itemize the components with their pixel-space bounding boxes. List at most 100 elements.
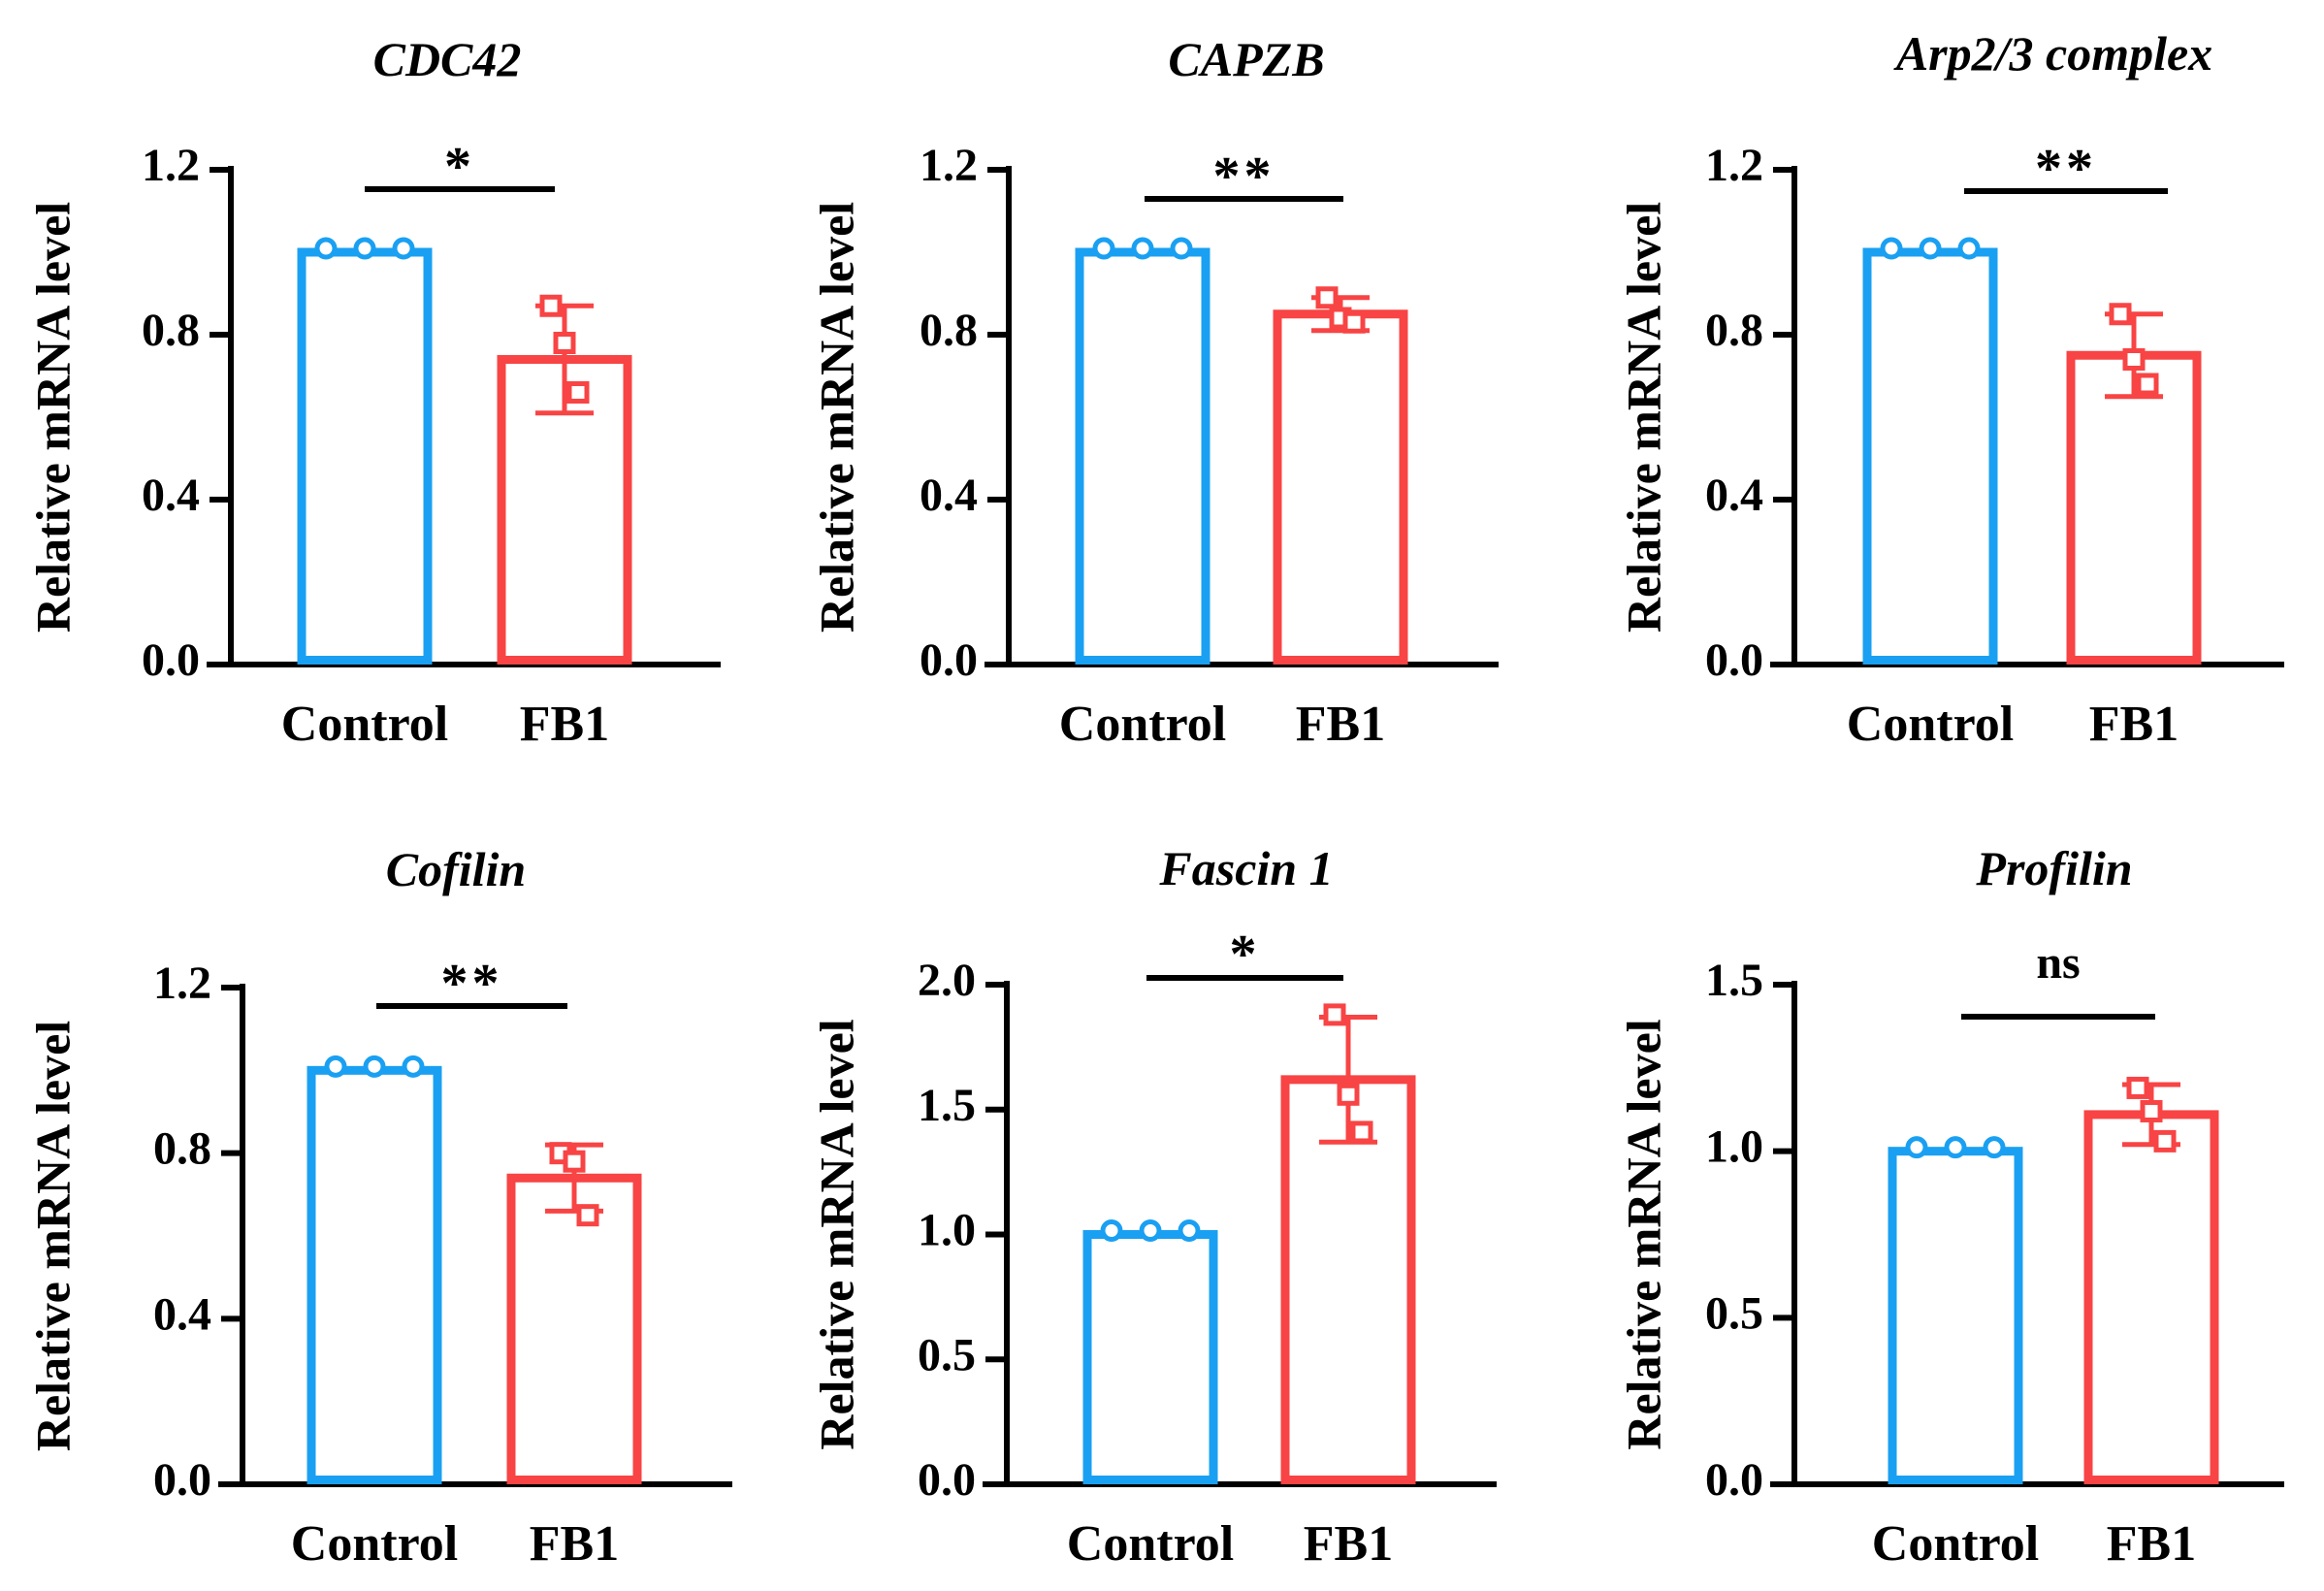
- chart-title: Fascin 1: [1158, 841, 1333, 895]
- data-point: [1178, 1219, 1201, 1242]
- data-point: [1100, 1219, 1123, 1242]
- chart-panel-1: CDC42 Relative mRNA level 0.0 0.4 0.8 1.2 Cont…: [25, 32, 721, 752]
- y-axis-label: Relative mRNA level: [25, 1021, 80, 1451]
- data-point: [563, 1150, 586, 1173]
- bar-control: [297, 247, 433, 665]
- x-tick-label: Control: [1872, 1516, 2039, 1572]
- data-point: [2153, 1129, 2177, 1153]
- y-tick-label: 0.8: [920, 305, 978, 356]
- data-point: [2136, 373, 2159, 396]
- significance-label: *: [1230, 925, 1261, 985]
- chart-title: Cofilin: [386, 842, 526, 896]
- data-point: [402, 1055, 425, 1078]
- data-point: [1905, 1136, 1928, 1159]
- data-point: [363, 1055, 386, 1078]
- data-point: [1323, 1003, 1346, 1026]
- y-tick-label: 0.0: [918, 1454, 976, 1506]
- y-tick-label: 0.4: [142, 470, 200, 521]
- significance-label: **: [1213, 146, 1275, 207]
- data-point: [392, 237, 415, 260]
- y-tick-label: 0.0: [920, 634, 978, 686]
- y-tick-label: 1.5: [918, 1080, 976, 1131]
- bar-fb1: [2083, 1110, 2219, 1485]
- bar-fb1: [1273, 309, 1408, 665]
- x-tick-label: Control: [1059, 697, 1226, 752]
- y-tick-label: 0.8: [1705, 305, 1763, 356]
- y-tick-label: 1.0: [918, 1205, 976, 1256]
- bar-control: [1862, 247, 1998, 665]
- bar-control: [1082, 1230, 1218, 1484]
- x-tick-label: FB1: [520, 697, 609, 752]
- data-point: [1919, 237, 1942, 260]
- chart-title: CDC42: [373, 32, 522, 86]
- data-point: [553, 332, 576, 354]
- data-point: [1983, 1136, 2006, 1159]
- y-tick-label: 1.2: [1705, 140, 1763, 191]
- data-point: [2140, 1099, 2163, 1122]
- significance-label: **: [2035, 139, 2097, 199]
- data-point: [576, 1204, 599, 1227]
- x-tick-label: Control: [1847, 697, 2014, 752]
- data-point: [1880, 237, 1903, 260]
- bar-fb1: [2066, 350, 2202, 665]
- y-tick-label: 1.5: [1705, 955, 1763, 1006]
- x-tick-label: Control: [281, 697, 448, 752]
- y-axis-label: Relative mRNA level: [25, 202, 80, 633]
- y-axis-label: Relative mRNA level: [1616, 202, 1670, 633]
- y-tick-label: 2.0: [918, 955, 976, 1006]
- bar-fb1: [506, 1173, 642, 1485]
- y-tick-label: 0.8: [142, 305, 200, 356]
- data-point: [1944, 1136, 1967, 1159]
- y-tick-label: 0.0: [153, 1454, 211, 1506]
- data-point: [2126, 1076, 2149, 1099]
- bar-control: [1075, 247, 1210, 665]
- chart-title: Arp2/3 complex: [1893, 26, 2212, 81]
- chart-panel-3: Arp2/3 complex Relative mRNA level 0.0 0.4 0…: [1616, 26, 2284, 752]
- y-tick-label: 0.5: [1705, 1287, 1763, 1339]
- x-tick-label: FB1: [2089, 697, 2179, 752]
- data-point: [2109, 303, 2132, 326]
- x-tick-label: FB1: [530, 1516, 619, 1572]
- chart-title: Profilin: [1975, 841, 2132, 895]
- data-point: [566, 381, 590, 404]
- data-point: [324, 1055, 347, 1078]
- x-tick-label: FB1: [1296, 697, 1385, 752]
- y-tick-label: 0.4: [920, 470, 978, 521]
- data-point: [353, 237, 376, 260]
- y-tick-label: 0.5: [918, 1329, 976, 1380]
- data-point: [1957, 237, 1981, 260]
- y-axis-label: Relative mRNA level: [809, 202, 863, 633]
- data-point: [1350, 1120, 1373, 1144]
- y-tick-label: 0.0: [142, 634, 200, 686]
- y-axis-label: Relative mRNA level: [809, 1019, 863, 1449]
- chart-panel-5: Fascin 1 Relative mRNA level 0.0 0.5 1.0 1.5 2…: [809, 841, 1497, 1572]
- y-tick-label: 0.4: [153, 1288, 211, 1340]
- y-tick-label: 0.8: [153, 1123, 211, 1175]
- chart-panel-2: CAPZB Relative mRNA level 0.0 0.4 0.8 1.2 Cont…: [809, 32, 1499, 752]
- data-point: [1342, 310, 1366, 334]
- y-axis-label: Relative mRNA level: [1616, 1019, 1670, 1449]
- y-tick-label: 1.2: [153, 958, 211, 1009]
- bar-control: [1888, 1147, 2023, 1484]
- chart-title: CAPZB: [1168, 32, 1324, 86]
- chart-panel-4: Cofilin Relative mRNA level 0.0 0.4 0.8 1.2 Co…: [25, 842, 732, 1572]
- data-point: [1315, 286, 1339, 309]
- x-tick-label: FB1: [2107, 1516, 2196, 1572]
- data-point: [539, 294, 563, 317]
- y-tick-label: 0.4: [1705, 470, 1763, 521]
- data-point: [1139, 1219, 1162, 1242]
- chart-panel-6: Profilin Relative mRNA level 0.0 0.5 1.0 1.5 C…: [1616, 841, 2284, 1572]
- y-tick-label: 0.0: [1705, 634, 1763, 686]
- y-tick-label: 1.0: [1705, 1121, 1763, 1173]
- x-tick-label: Control: [1067, 1516, 1234, 1572]
- bar-control: [307, 1065, 442, 1485]
- y-tick-label: 1.2: [920, 140, 978, 191]
- significance-label: **: [441, 954, 503, 1014]
- y-tick-label: 0.0: [1705, 1454, 1763, 1506]
- x-tick-label: Control: [291, 1516, 458, 1572]
- data-point: [314, 237, 338, 260]
- data-point: [1170, 237, 1193, 260]
- significance-label: *: [444, 137, 475, 197]
- data-point: [1337, 1083, 1360, 1106]
